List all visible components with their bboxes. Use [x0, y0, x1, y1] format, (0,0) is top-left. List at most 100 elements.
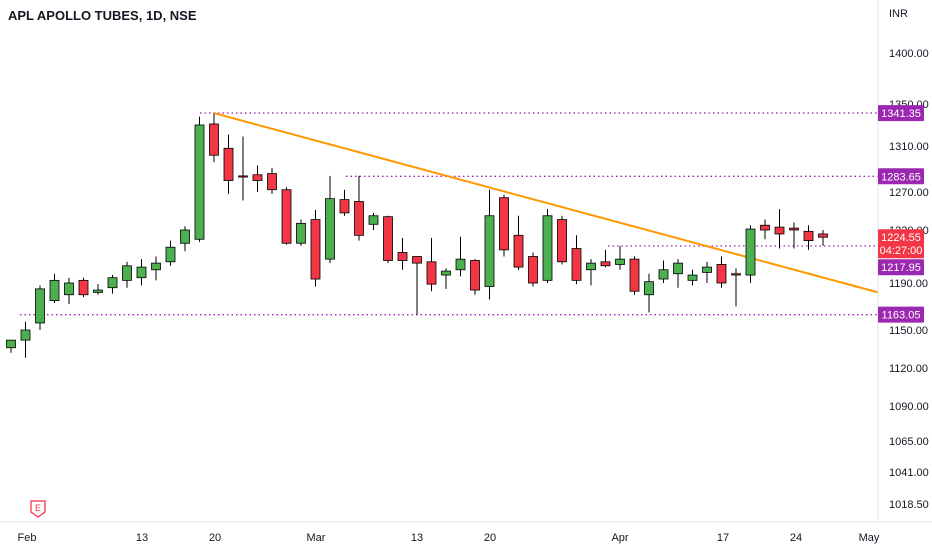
candle[interactable] [542, 209, 553, 283]
candle[interactable] [93, 284, 103, 295]
candle-body [441, 270, 451, 276]
level-tag-bg [878, 306, 924, 323]
candle[interactable] [600, 249, 611, 268]
candle[interactable] [368, 212, 379, 230]
candle-body [223, 147, 234, 181]
candle-body [542, 215, 553, 281]
candle[interactable] [702, 261, 712, 283]
candle-body [528, 256, 538, 284]
candle[interactable] [760, 219, 770, 240]
candle[interactable] [325, 175, 335, 264]
trendline [213, 112, 879, 294]
candle[interactable] [165, 240, 176, 266]
candle[interactable] [658, 260, 669, 283]
candle[interactable] [397, 237, 408, 270]
candle-body [412, 256, 422, 264]
candle[interactable] [136, 259, 147, 286]
candle-body [702, 266, 712, 273]
candle[interactable] [267, 167, 277, 194]
candle[interactable] [78, 277, 89, 298]
candle[interactable] [586, 259, 596, 286]
candle[interactable] [107, 275, 118, 294]
candle-body [731, 273, 741, 276]
candle[interactable] [209, 113, 219, 163]
candle-body [165, 246, 176, 263]
candle[interactable] [281, 187, 292, 245]
candle[interactable] [238, 136, 248, 201]
candle[interactable] [354, 175, 364, 241]
time-tick-label: May [859, 532, 880, 544]
candle[interactable] [122, 261, 132, 288]
earnings-marker[interactable]: E [30, 500, 46, 518]
candle[interactable] [745, 225, 756, 283]
candle[interactable] [774, 209, 785, 249]
candle[interactable] [310, 210, 321, 287]
candle[interactable] [615, 245, 625, 270]
candle[interactable] [687, 269, 698, 286]
candle[interactable] [673, 259, 683, 288]
candle[interactable] [513, 215, 524, 270]
candle[interactable] [35, 285, 45, 330]
candle-body [151, 262, 161, 271]
candle-body [6, 339, 16, 349]
candle[interactable] [528, 252, 538, 287]
level-tag: 1217.95 [881, 262, 921, 274]
candle[interactable] [818, 230, 828, 246]
candle[interactable] [339, 189, 350, 216]
candle[interactable] [6, 339, 16, 353]
candle[interactable] [716, 256, 727, 288]
price-tick-label: 1041.00 [889, 467, 929, 479]
candle[interactable] [412, 256, 422, 315]
candle[interactable] [383, 215, 393, 264]
level-tag-bg [878, 168, 924, 185]
candle[interactable] [644, 273, 654, 313]
countdown-tag: 04:27:00 [880, 245, 923, 257]
candle[interactable] [151, 256, 161, 281]
candle-body [354, 201, 364, 236]
price-tick-label: 1190.00 [889, 278, 928, 290]
candle[interactable] [223, 134, 234, 194]
candle[interactable] [252, 165, 263, 192]
candle[interactable] [441, 268, 451, 289]
candle[interactable] [64, 277, 74, 305]
candle[interactable] [180, 226, 190, 252]
candle-body [600, 261, 611, 267]
candle[interactable] [49, 273, 60, 303]
last-price-tag-bg [878, 229, 924, 259]
candle[interactable] [731, 268, 741, 307]
candle[interactable] [20, 321, 31, 358]
candle[interactable] [499, 194, 509, 257]
candle[interactable] [296, 219, 306, 246]
currency-label: INR [889, 8, 908, 20]
horizontal-levels [20, 112, 878, 316]
candle[interactable] [803, 225, 814, 250]
candle[interactable] [194, 116, 205, 242]
candle-body [310, 219, 321, 280]
level-tag: 1341.35 [881, 108, 921, 120]
candle-body [383, 216, 393, 261]
candle-body [687, 274, 698, 281]
candle-body [789, 227, 799, 231]
candle[interactable] [571, 235, 582, 285]
candle-body [803, 230, 814, 241]
level-tag: 1283.65 [881, 171, 921, 183]
candle[interactable] [789, 222, 799, 249]
candle[interactable] [470, 259, 480, 295]
candle-body [397, 252, 408, 261]
price-tick-label: 1018.50 [889, 499, 929, 511]
candles-layer [6, 113, 828, 358]
candle-body [78, 279, 89, 296]
candle-body [122, 265, 132, 281]
candle[interactable] [629, 256, 640, 295]
chart-title: APL APOLLO TUBES, 1D, NSE [8, 8, 197, 23]
time-tick-label: 20 [484, 532, 496, 544]
candle-body [20, 329, 31, 341]
candle-body [513, 234, 524, 268]
candle[interactable] [426, 237, 437, 292]
candle-body [194, 124, 205, 240]
candle[interactable] [455, 236, 466, 277]
candle[interactable] [484, 189, 495, 300]
candle[interactable] [557, 215, 567, 265]
candle-body [571, 248, 582, 281]
